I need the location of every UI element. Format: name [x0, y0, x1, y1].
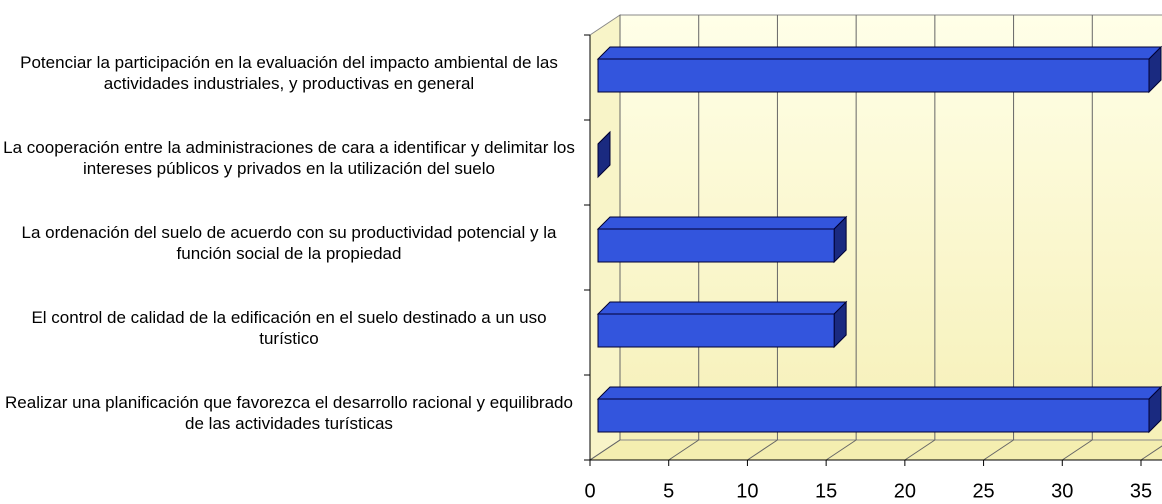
x-tick-label: 0 — [584, 480, 595, 502]
x-tick-label: 35 — [1130, 480, 1152, 502]
floor — [588, 439, 1162, 461]
floor-line — [825, 439, 857, 461]
floor-line — [904, 439, 936, 461]
category-label: Realizar una planificación que favorezca… — [5, 392, 573, 433]
x-tick-label: 5 — [663, 480, 674, 502]
bar-top — [596, 301, 848, 315]
floor-line — [747, 439, 778, 461]
category-label: La ordenación del suelo de acuerdo con s… — [21, 222, 557, 263]
floor-line — [668, 439, 699, 461]
bar — [597, 228, 835, 263]
floor-line — [1062, 439, 1093, 461]
x-tick-label: 10 — [736, 480, 758, 502]
bar — [597, 398, 1150, 433]
bar-top — [596, 216, 848, 230]
bar-top — [596, 46, 1162, 60]
bar-side — [597, 130, 611, 179]
bar — [597, 58, 1150, 93]
category-label: Potenciar la participación en la evaluac… — [20, 52, 558, 93]
category-label: La cooperación entre la administraciones… — [3, 137, 575, 178]
x-tick-label: 30 — [1051, 480, 1073, 502]
floor-line — [1140, 445, 1162, 461]
bar — [597, 313, 835, 348]
x-tick-label: 25 — [972, 480, 994, 502]
bar-top — [596, 386, 1162, 400]
floor-line — [983, 439, 1014, 461]
category-label: El control de calidad de la edificación … — [31, 307, 547, 348]
x-tick-label: 20 — [894, 480, 916, 502]
floor-line — [589, 439, 621, 461]
x-tick-label: 15 — [815, 480, 837, 502]
